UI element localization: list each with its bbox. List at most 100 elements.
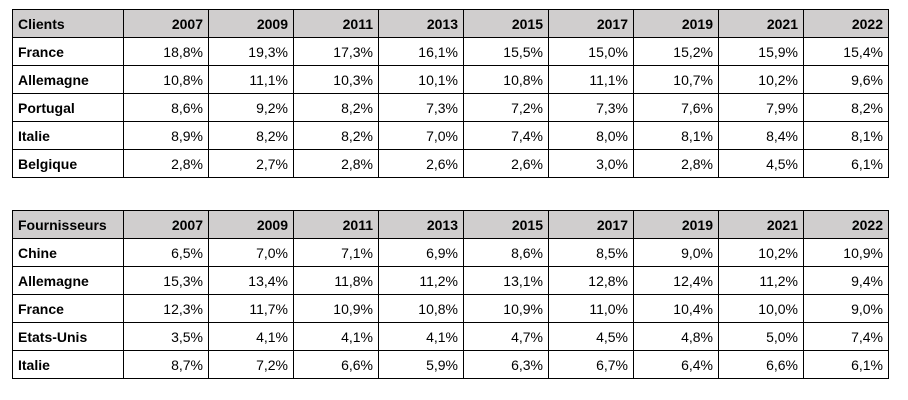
year-header-2015: 2015	[463, 9, 549, 38]
table-cell: 4,8%	[633, 322, 719, 351]
year-header-2013: 2013	[378, 210, 464, 239]
table-cell: 8,1%	[803, 121, 889, 150]
table-row: Belgique 2,8% 2,7% 2,8% 2,6% 2,6% 3,0% 2,8% 4,5%…	[12, 149, 889, 178]
table-row: Allemagne 15,3% 13,4% 11,8% 11,2% 13,1% 12,8% 1…	[12, 266, 889, 295]
table-cell: 6,7%	[548, 350, 634, 379]
table-cell: 11,8%	[293, 266, 379, 295]
table-cell: 7,9%	[718, 93, 804, 122]
year-header-2013: 2013	[378, 9, 464, 38]
table-cell: 4,1%	[378, 322, 464, 351]
table-cell: 13,1%	[463, 266, 549, 295]
table-cell: 7,4%	[803, 322, 889, 351]
table-cell: 15,5%	[463, 37, 549, 66]
year-header-2019: 2019	[633, 210, 719, 239]
table-cell: 9,4%	[803, 266, 889, 295]
table-cell: 10,0%	[718, 294, 804, 323]
table-cell: 4,7%	[463, 322, 549, 351]
table-cell: 9,6%	[803, 65, 889, 94]
table-cell: 11,1%	[208, 65, 294, 94]
row-label: France	[12, 37, 124, 66]
table-cell: 2,6%	[463, 149, 549, 178]
year-header-2011: 2011	[293, 9, 379, 38]
table-cell: 7,4%	[463, 121, 549, 150]
year-header-2017: 2017	[548, 210, 634, 239]
year-header-2007: 2007	[123, 9, 209, 38]
table-cell: 7,2%	[208, 350, 294, 379]
table-cell: 10,2%	[718, 238, 804, 267]
table-cell: 2,8%	[293, 149, 379, 178]
header-row: Fournisseurs 2007 2009 2011 2013 2015 20…	[12, 210, 889, 239]
suppliers-header: Fournisseurs	[12, 210, 124, 239]
year-header-2019: 2019	[633, 9, 719, 38]
table-cell: 4,5%	[718, 149, 804, 178]
table-cell: 8,9%	[123, 121, 209, 150]
year-header-2022: 2022	[803, 9, 889, 38]
table-cell: 15,3%	[123, 266, 209, 295]
table-cell: 11,0%	[548, 294, 634, 323]
year-header-2009: 2009	[208, 210, 294, 239]
table-cell: 7,3%	[548, 93, 634, 122]
table-cell: 5,0%	[718, 322, 804, 351]
table-cell: 10,8%	[463, 65, 549, 94]
table-cell: 10,3%	[293, 65, 379, 94]
table-cell: 7,3%	[378, 93, 464, 122]
table-cell: 8,6%	[463, 238, 549, 267]
table-row: Etats-Unis 3,5% 4,1% 4,1% 4,1% 4,7% 4,5% 4,8% 5,…	[12, 322, 889, 351]
table-cell: 11,2%	[378, 266, 464, 295]
table-cell: 10,9%	[293, 294, 379, 323]
table-row: France 12,3% 11,7% 10,9% 10,8% 10,9% 11,0% 10,4…	[12, 294, 889, 323]
table-cell: 4,1%	[293, 322, 379, 351]
row-label: Belgique	[12, 149, 124, 178]
table-cell: 7,0%	[378, 121, 464, 150]
clients-table: Clients 2007 2009 2011 2013 2015 2017 20…	[12, 9, 889, 178]
table-cell: 6,5%	[123, 238, 209, 267]
table-cell: 3,0%	[548, 149, 634, 178]
table-cell: 15,4%	[803, 37, 889, 66]
table-cell: 11,2%	[718, 266, 804, 295]
year-header-2015: 2015	[463, 210, 549, 239]
table-cell: 10,9%	[463, 294, 549, 323]
table-cell: 8,2%	[803, 93, 889, 122]
table-cell: 2,7%	[208, 149, 294, 178]
table-cell: 7,6%	[633, 93, 719, 122]
table-cell: 6,1%	[803, 350, 889, 379]
table-cell: 15,9%	[718, 37, 804, 66]
table-cell: 17,3%	[293, 37, 379, 66]
year-header-2017: 2017	[548, 9, 634, 38]
table-row: Allemagne 10,8% 11,1% 10,3% 10,1% 10,8% 11,1% 1…	[12, 65, 889, 94]
table-row: Chine 6,5% 7,0% 7,1% 6,9% 8,6% 8,5% 9,0% 10,2% 10…	[12, 238, 889, 267]
table-cell: 9,0%	[633, 238, 719, 267]
clients-table-body: France 18,8% 19,3% 17,3% 16,1% 15,5% 15,0% 15,2…	[12, 37, 889, 178]
table-cell: 12,8%	[548, 266, 634, 295]
table-cell: 10,9%	[803, 238, 889, 267]
table-cell: 4,1%	[208, 322, 294, 351]
table-cell: 8,0%	[548, 121, 634, 150]
row-label: Italie	[12, 350, 124, 379]
table-cell: 8,1%	[633, 121, 719, 150]
table-cell: 12,4%	[633, 266, 719, 295]
table-cell: 8,7%	[123, 350, 209, 379]
row-label: Portugal	[12, 93, 124, 122]
year-header-2007: 2007	[123, 210, 209, 239]
table-cell: 19,3%	[208, 37, 294, 66]
table-cell: 15,2%	[633, 37, 719, 66]
suppliers-table-body: Chine 6,5% 7,0% 7,1% 6,9% 8,6% 8,5% 9,0% 10,2% 10…	[12, 238, 889, 379]
clients-header: Clients	[12, 9, 124, 38]
table-row: Italie 8,7% 7,2% 6,6% 5,9% 6,3% 6,7% 6,4% 6,6% 6,…	[12, 350, 889, 379]
row-label: Italie	[12, 121, 124, 150]
table-cell: 5,9%	[378, 350, 464, 379]
header-row: Clients 2007 2009 2011 2013 2015 2017 20…	[12, 9, 889, 38]
table-cell: 7,2%	[463, 93, 549, 122]
year-header-2009: 2009	[208, 9, 294, 38]
table-cell: 8,5%	[548, 238, 634, 267]
table-cell: 12,3%	[123, 294, 209, 323]
table-cell: 8,4%	[718, 121, 804, 150]
row-label: Chine	[12, 238, 124, 267]
year-header-2021: 2021	[718, 210, 804, 239]
table-cell: 13,4%	[208, 266, 294, 295]
table-cell: 7,1%	[293, 238, 379, 267]
table-cell: 10,1%	[378, 65, 464, 94]
table-cell: 8,2%	[293, 121, 379, 150]
table-cell: 11,7%	[208, 294, 294, 323]
table-cell: 15,0%	[548, 37, 634, 66]
